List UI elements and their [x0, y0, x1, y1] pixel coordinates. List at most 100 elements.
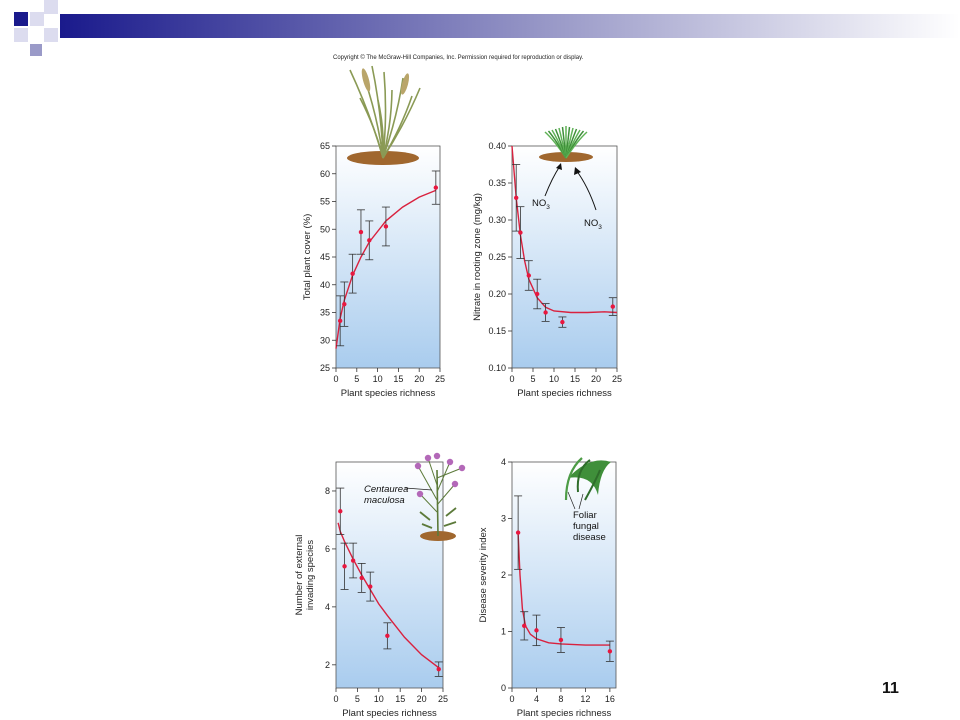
y-tick-label: 2 — [325, 660, 330, 670]
x-tick-label: 15 — [393, 374, 403, 384]
arrow-icon — [544, 163, 562, 197]
x-tick-label: 0 — [333, 694, 338, 704]
y-tick-label: 8 — [325, 486, 330, 496]
data-point — [350, 271, 355, 276]
y-tick-label: 0.20 — [488, 289, 506, 299]
data-point — [433, 185, 439, 190]
fit-curve — [335, 189, 437, 349]
chart-panel-1: 0 5 10 15 20 25 25 30 35 40 45 50 55 60 65 Plant specie… — [302, 141, 445, 399]
header-bar — [60, 14, 960, 38]
fit-curve — [511, 145, 618, 314]
x-tick-label: 10 — [374, 694, 384, 704]
data-point — [436, 666, 441, 672]
x-axis-label: Plant species richness — [341, 388, 436, 399]
y-tick-label: 0.15 — [488, 326, 506, 336]
x-tick-label: 12 — [580, 694, 590, 704]
x-tick-label: 20 — [591, 374, 601, 384]
data-point — [342, 301, 347, 307]
y-tick-label: 0.30 — [488, 215, 506, 225]
data-point — [526, 273, 531, 278]
data-point — [338, 509, 343, 514]
y-axis-label: Total plant cover (%) — [302, 214, 313, 301]
leader-line — [404, 487, 433, 491]
nitrate-annotation: NO3 — [584, 218, 602, 231]
data-point — [558, 637, 564, 643]
y-tick-label: 40 — [320, 280, 330, 290]
data-point — [610, 304, 615, 309]
data-point — [350, 558, 356, 563]
slide-header-decoration — [14, 0, 960, 56]
x-tick-label: 20 — [414, 374, 424, 384]
chart-panel-2: 0 5 10 15 20 25 0.10 0.15 0.20 0.25 0.30 0.35 0.40 Pl… — [472, 141, 622, 399]
x-axis-label: Plant species richness — [517, 388, 612, 399]
disease-annotation: disease — [573, 532, 606, 543]
y-tick-label: 0.25 — [488, 252, 506, 262]
y-tick-label: 2 — [501, 570, 506, 580]
nitrate-annotation: NO3 — [532, 198, 550, 211]
y-tick-label: 0.40 — [488, 141, 506, 151]
disease-annotation: fungal — [573, 521, 599, 532]
data-point — [514, 195, 519, 200]
x-axis-label: Plant species richness — [342, 708, 437, 719]
grass-icon — [347, 65, 421, 165]
header-square-dark — [14, 12, 28, 26]
species-annotation: Centaurea — [364, 484, 408, 495]
species-annotation: maculosa — [364, 495, 405, 506]
x-tick-label: 16 — [605, 694, 615, 704]
x-tick-label: 25 — [438, 694, 448, 704]
y-tick-label: 4 — [325, 602, 330, 612]
x-tick-label: 10 — [549, 374, 559, 384]
x-tick-label: 0 — [509, 694, 514, 704]
header-square-light-2 — [44, 0, 58, 14]
y-tick-label: 55 — [320, 197, 330, 207]
plot-area — [511, 461, 617, 689]
data-point — [515, 530, 521, 535]
y-tick-label: 6 — [325, 544, 330, 554]
data-point — [534, 628, 539, 633]
y-tick-label: 35 — [320, 308, 330, 318]
x-tick-label: 4 — [534, 694, 539, 704]
leader-line — [567, 491, 576, 510]
y-axis-label: invading species — [305, 540, 316, 610]
y-tick-label: 30 — [320, 335, 330, 345]
header-square-mid — [30, 44, 42, 56]
y-tick-label: 0.35 — [488, 178, 506, 188]
plot-area — [511, 145, 618, 369]
data-point — [607, 649, 613, 654]
data-point — [358, 229, 364, 235]
disease-annotation: Foliar — [573, 510, 597, 521]
x-tick-label: 15 — [395, 694, 405, 704]
data-point — [342, 564, 347, 569]
y-tick-label: 45 — [320, 252, 330, 262]
x-tick-label: 10 — [373, 374, 383, 384]
grass-clump-icon: NO3 NO3 — [532, 126, 602, 231]
x-tick-label: 5 — [530, 374, 535, 384]
x-tick-label: 0 — [333, 374, 338, 384]
y-tick-label: 25 — [320, 363, 330, 373]
header-square-light-1 — [30, 12, 44, 26]
data-point — [543, 310, 548, 315]
data-point — [383, 224, 389, 229]
data-point — [518, 230, 523, 235]
plot-area — [335, 145, 441, 369]
x-tick-label: 25 — [435, 374, 445, 384]
copyright-notice: Copyright © The McGraw-Hill Companies, I… — [333, 55, 584, 61]
data-point — [385, 633, 390, 639]
y-tick-label: 4 — [501, 457, 506, 467]
data-point — [337, 318, 343, 324]
leader-line — [578, 493, 584, 510]
header-square-light-3 — [14, 28, 28, 42]
y-tick-label: 60 — [320, 169, 330, 179]
data-point — [359, 575, 364, 581]
page-number: 11 — [882, 680, 899, 697]
arrow-icon — [574, 167, 597, 211]
header-square-light-4 — [44, 28, 58, 42]
x-tick-label: 25 — [612, 374, 622, 384]
y-tick-label: 0.10 — [488, 363, 506, 373]
x-axis-label: Plant species richness — [517, 708, 612, 719]
y-tick-label: 65 — [320, 141, 330, 151]
